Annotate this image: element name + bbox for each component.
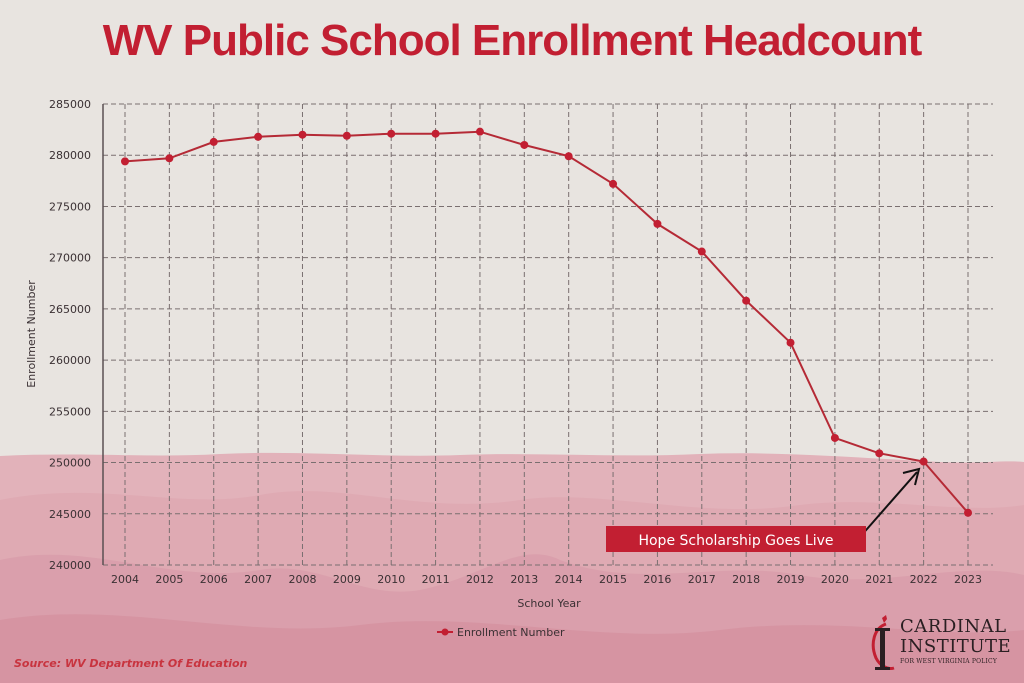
x-tick-label: 2019 bbox=[777, 573, 805, 586]
x-tick-label: 2018 bbox=[732, 573, 760, 586]
data-point-2023 bbox=[964, 508, 972, 517]
x-tick-label: 2020 bbox=[821, 573, 849, 586]
data-point-2012 bbox=[475, 127, 484, 136]
data-point-2010 bbox=[387, 129, 396, 138]
x-tick-label: 2012 bbox=[466, 573, 494, 586]
x-tick-label: 2016 bbox=[643, 573, 671, 586]
series-line-enrollment bbox=[124, 130, 969, 514]
x-tick-label: 2023 bbox=[954, 573, 982, 586]
annotation-text: Hope Scholarship Goes Live bbox=[638, 533, 833, 549]
x-tick-label: 2007 bbox=[244, 573, 272, 586]
data-points bbox=[121, 127, 972, 517]
y-tick-label: 270000 bbox=[49, 252, 91, 265]
annotation-arrow-line bbox=[859, 471, 918, 538]
logo-line-3: FOR WEST VIRGINIA POLICY bbox=[900, 658, 997, 665]
y-tick-label: 250000 bbox=[49, 457, 91, 470]
cardinal-logo-icon bbox=[871, 615, 895, 670]
y-tick-label: 240000 bbox=[49, 559, 91, 572]
data-point-2004 bbox=[121, 157, 129, 166]
y-tick-label: 245000 bbox=[49, 508, 91, 521]
y-tick-label: 260000 bbox=[49, 354, 91, 367]
data-point-2008 bbox=[298, 130, 307, 139]
cardinal-institute-logo: CARDINAL INSTITUTE FOR WEST VIRGINIA POL… bbox=[868, 614, 1018, 676]
x-tick-labels: 2004 2005 2006 2007 2008 2009 2010 2011 2012 2013… bbox=[111, 573, 982, 586]
x-tick-label: 2009 bbox=[333, 573, 361, 586]
grid-lines bbox=[103, 103, 993, 566]
x-tick-label: 2021 bbox=[865, 573, 893, 586]
x-tick-label: 2010 bbox=[377, 573, 405, 586]
y-tick-label: 265000 bbox=[49, 303, 91, 316]
x-tick-label: 2017 bbox=[688, 573, 716, 586]
data-point-2016 bbox=[653, 219, 662, 228]
data-point-2006 bbox=[209, 137, 218, 146]
x-tick-label: 2004 bbox=[111, 573, 139, 586]
y-tick-label: 285000 bbox=[49, 98, 91, 111]
y-axis-label: Enrollment Number bbox=[25, 280, 38, 388]
chart-title: WV Public School Enrollment Headcount bbox=[102, 16, 923, 65]
y-tick-label: 280000 bbox=[49, 149, 91, 162]
data-point-2018 bbox=[742, 296, 751, 305]
x-tick-label: 2022 bbox=[910, 573, 938, 586]
data-point-2014 bbox=[564, 152, 573, 161]
data-point-2019 bbox=[786, 338, 795, 347]
x-tick-label: 2014 bbox=[555, 573, 583, 586]
data-point-2020 bbox=[830, 433, 839, 442]
y-tick-labels: 240000 245000 250000 255000 260000 265000 2700… bbox=[49, 98, 91, 572]
data-point-2005 bbox=[165, 154, 174, 163]
data-point-2011 bbox=[431, 129, 440, 138]
x-tick-label: 2005 bbox=[155, 573, 183, 586]
legend: Enrollment Number bbox=[437, 626, 565, 639]
data-point-2021 bbox=[875, 449, 884, 458]
legend-label: Enrollment Number bbox=[457, 626, 565, 639]
data-point-2009 bbox=[342, 131, 351, 140]
logo-line-1: CARDINAL bbox=[900, 616, 1007, 637]
x-tick-label: 2015 bbox=[599, 573, 627, 586]
source-note: Source: WV Department Of Education bbox=[14, 657, 248, 670]
annotation-box bbox=[606, 526, 866, 552]
legend-point-marker bbox=[441, 628, 449, 636]
data-point-2015 bbox=[609, 179, 618, 188]
y-tick-label: 275000 bbox=[49, 200, 91, 213]
data-point-2022 bbox=[919, 457, 928, 466]
x-axis-label: School Year bbox=[517, 597, 581, 610]
data-point-2013 bbox=[520, 140, 529, 149]
logo-line-2: INSTITUTE bbox=[900, 636, 1012, 657]
data-point-2017 bbox=[697, 247, 706, 256]
x-tick-label: 2006 bbox=[200, 573, 228, 586]
annotation: Hope Scholarship Goes Live bbox=[606, 467, 921, 552]
data-point-2007 bbox=[254, 132, 263, 141]
x-tick-label: 2011 bbox=[422, 573, 450, 586]
x-tick-label: 2008 bbox=[288, 573, 316, 586]
y-tick-label: 255000 bbox=[49, 405, 91, 418]
x-tick-label: 2013 bbox=[510, 573, 538, 586]
annotation-arrowhead-icon bbox=[902, 467, 921, 486]
